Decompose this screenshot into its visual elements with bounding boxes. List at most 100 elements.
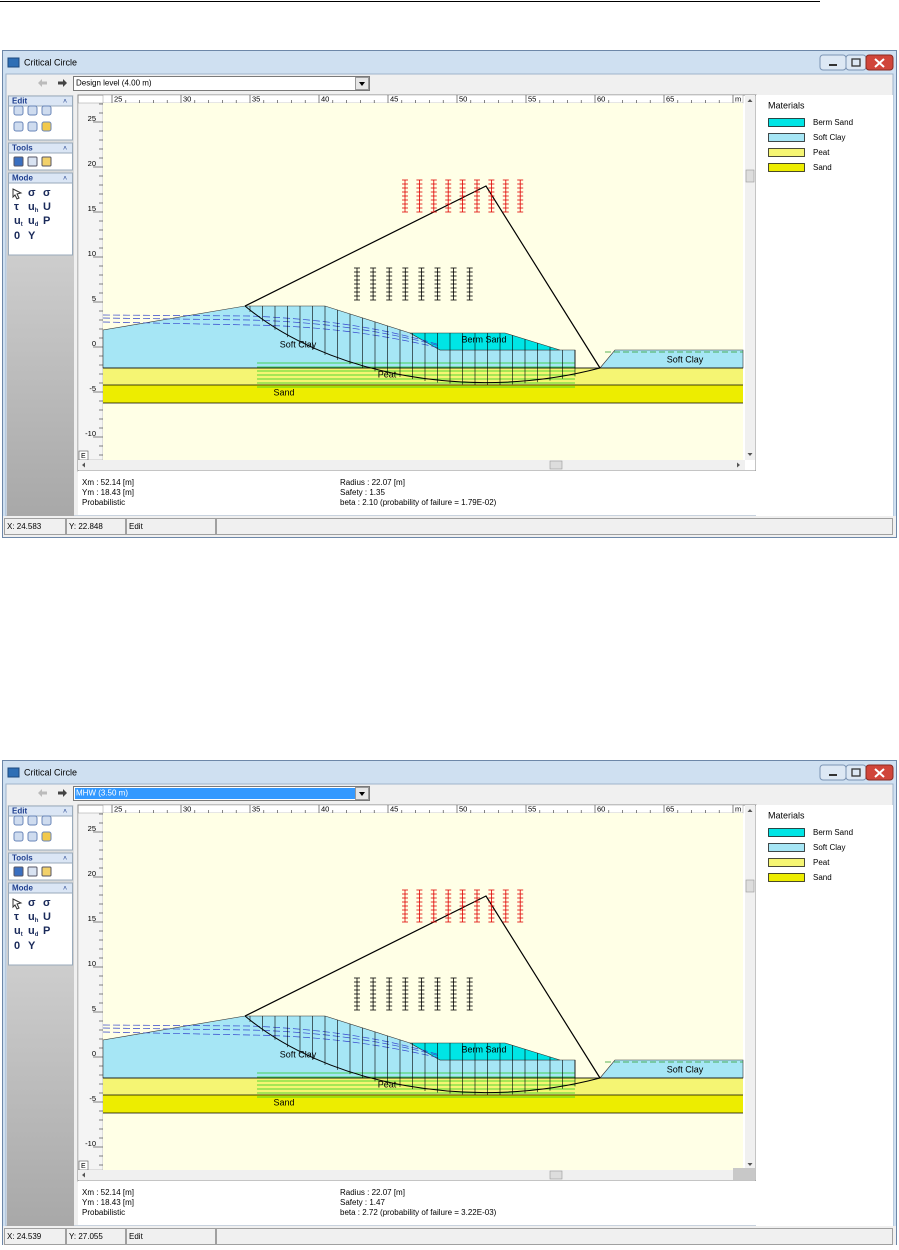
info-right: Radius : 22.07 [m]: [340, 1188, 405, 1197]
app-icon: [7, 57, 20, 68]
edit-tool-icon[interactable]: [27, 831, 38, 842]
edit-tool-icon[interactable]: [41, 815, 52, 826]
info-left: Probabilistic: [82, 1208, 125, 1217]
mode-icon[interactable]: ut: [14, 215, 23, 228]
forward-arrow[interactable]: [58, 79, 67, 87]
berm-sand: [408, 1042, 561, 1061]
y-ruler-label: -5: [89, 1094, 96, 1103]
mode-select-icon[interactable]: [12, 188, 23, 200]
group-title: Edit: [12, 807, 27, 816]
mode-icon[interactable]: Y: [28, 230, 36, 242]
tools-icon[interactable]: [13, 866, 24, 877]
dropdown-glyph: [359, 792, 365, 796]
back-arrow[interactable]: [38, 79, 47, 87]
mode-icon-base: u: [28, 215, 35, 227]
mode-icon[interactable]: ut: [14, 925, 23, 938]
mode-icon[interactable]: τ: [14, 911, 19, 923]
mode-icon[interactable]: Y: [28, 940, 36, 952]
level-text: MHW (3.50 m): [76, 789, 128, 798]
legend-swatch: [768, 118, 805, 127]
info-right: beta : 2.10 (probability of failure = 1.…: [340, 498, 497, 507]
mode-icon[interactable]: σ: [28, 187, 36, 199]
level-dropdown[interactable]: [73, 76, 370, 91]
collapse-glyph: ˄: [63, 145, 67, 152]
forward-arrow[interactable]: [58, 789, 67, 797]
mode-icon-base: u: [14, 215, 21, 227]
edit-tool-icon[interactable]: [13, 121, 24, 132]
status-bar: [3, 516, 896, 537]
info-left: Xm : 52.14 [m]: [82, 478, 134, 487]
legend-title: Materials: [768, 810, 805, 820]
mode-icon[interactable]: uh: [28, 911, 39, 924]
mode-icon[interactable]: ud: [28, 215, 39, 228]
edit-tool-icon[interactable]: [27, 105, 38, 116]
tools-icon[interactable]: [13, 156, 24, 167]
mode-icon[interactable]: ud: [28, 925, 39, 938]
water-line: [102, 321, 441, 349]
circle-radii: [244, 185, 601, 369]
tools-icon[interactable]: [27, 866, 38, 877]
edit-tool-icon[interactable]: [41, 831, 52, 842]
mode-icon-base: 0: [14, 940, 20, 952]
left-ruler: [77, 102, 104, 461]
mode-icon[interactable]: U: [43, 201, 51, 213]
edit-tool-icon[interactable]: [41, 121, 52, 132]
group-header: [8, 805, 73, 817]
edit-tool-icon[interactable]: [13, 831, 24, 842]
legend-swatch: [768, 148, 805, 157]
edit-tool-icon[interactable]: [13, 105, 24, 116]
y-ruler-label: 5: [92, 294, 96, 303]
minimize-button[interactable]: [819, 54, 847, 71]
mode-icon[interactable]: 0: [14, 940, 20, 952]
mode-icon[interactable]: P: [43, 215, 50, 227]
mode-icon[interactable]: σ: [43, 897, 51, 909]
v-scrollbar: [745, 805, 755, 1170]
v-scroll-thumb[interactable]: [745, 879, 755, 893]
mode-icon[interactable]: 0: [14, 230, 20, 242]
mode-icon[interactable]: σ: [28, 897, 36, 909]
y-ruler-label: 0: [92, 1049, 96, 1058]
tools-icon[interactable]: [27, 156, 38, 167]
collapse-glyph: ˄: [63, 808, 67, 815]
back-arrow[interactable]: [38, 789, 47, 797]
info-right: Radius : 22.07 [m]: [340, 478, 405, 487]
minimize-button[interactable]: [819, 764, 847, 781]
edit-tool-icon[interactable]: [13, 815, 24, 826]
mode-icon[interactable]: σ: [43, 187, 51, 199]
x-ruler-label: 45: [390, 94, 398, 103]
peat-layer: [103, 368, 743, 385]
v-scroll-thumb[interactable]: [745, 169, 755, 183]
mode-icon[interactable]: P: [43, 925, 50, 937]
x-ruler-label: 65: [666, 94, 674, 103]
maximize-button[interactable]: [845, 54, 867, 71]
group-box: [8, 882, 73, 966]
maximize-button[interactable]: [845, 764, 867, 781]
mode-icon-base: P: [43, 925, 50, 937]
edit-tool-icon[interactable]: [41, 105, 52, 116]
tools-icon[interactable]: [41, 156, 52, 167]
mode-icon-base: σ: [28, 897, 36, 909]
edit-tool-icon[interactable]: [27, 815, 38, 826]
layer-label: Sand: [273, 1097, 294, 1107]
x-ruler-label: 35: [252, 804, 260, 813]
group-title: Mode: [12, 174, 33, 183]
h-scroll-thumb[interactable]: [549, 1170, 563, 1180]
h-scroll-thumb[interactable]: [549, 460, 563, 470]
legend-swatch: [768, 163, 805, 172]
collapse-glyph: ˄: [63, 885, 67, 892]
legend-label: Peat: [813, 148, 830, 157]
mode-icon[interactable]: U: [43, 911, 51, 923]
h-scrollbar: [78, 1170, 745, 1180]
status-text: X: 24.539: [7, 1232, 42, 1241]
tools-icon[interactable]: [41, 866, 52, 877]
level-selection: [75, 788, 355, 799]
mode-icon[interactable]: uh: [28, 201, 39, 214]
collapse-glyph: ˄: [63, 855, 67, 862]
mode-icon-base: τ: [14, 911, 19, 923]
x-ruler-label: 40: [321, 94, 329, 103]
mode-select-icon[interactable]: [12, 898, 23, 910]
edit-tool-icon[interactable]: [27, 121, 38, 132]
sand-layer: [103, 385, 743, 403]
mode-icon[interactable]: τ: [14, 201, 19, 213]
layer-label: Sand: [273, 387, 294, 397]
